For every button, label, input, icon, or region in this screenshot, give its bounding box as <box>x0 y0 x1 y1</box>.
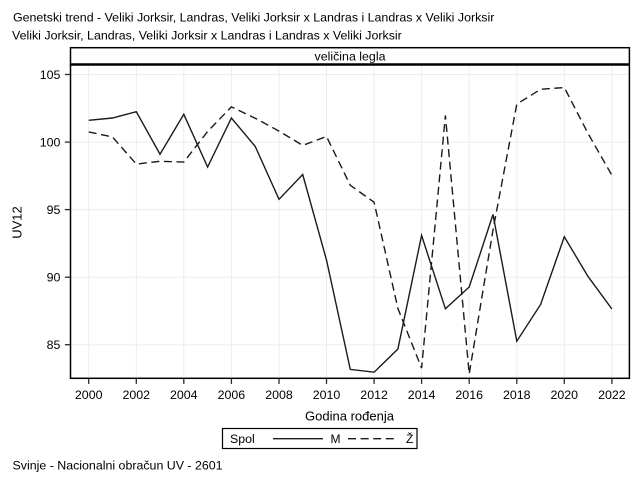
svg-text:2002: 2002 <box>123 388 151 402</box>
svg-text:2000: 2000 <box>75 388 103 402</box>
svg-text:Spol: Spol <box>230 432 255 446</box>
svg-text:M: M <box>331 432 341 446</box>
svg-text:85: 85 <box>47 338 61 352</box>
svg-text:2006: 2006 <box>218 388 246 402</box>
svg-text:95: 95 <box>47 203 61 217</box>
svg-text:90: 90 <box>47 271 61 285</box>
svg-text:2020: 2020 <box>551 388 579 402</box>
svg-text:2022: 2022 <box>598 388 626 402</box>
svg-text:Svinje - Nacionalni obračun UV: Svinje - Nacionalni obračun UV - 2601 <box>13 458 223 472</box>
svg-text:105: 105 <box>40 68 61 82</box>
svg-text:Godina rođenja: Godina rođenja <box>305 409 395 424</box>
svg-text:2004: 2004 <box>170 388 198 402</box>
svg-text:2014: 2014 <box>408 388 436 402</box>
svg-text:2012: 2012 <box>360 388 388 402</box>
svg-text:100: 100 <box>40 135 61 149</box>
svg-text:Veliki Jorksir, Landras, Velik: Veliki Jorksir, Landras, Veliki Jorksir … <box>12 28 402 42</box>
svg-text:veličina legla: veličina legla <box>315 49 386 63</box>
svg-text:2008: 2008 <box>265 388 293 402</box>
svg-text:2010: 2010 <box>313 388 341 402</box>
svg-text:Genetski trend - Veliki Jorksi: Genetski trend - Veliki Jorksir, Landras… <box>13 11 494 25</box>
svg-text:2018: 2018 <box>503 388 531 402</box>
svg-text:UV12: UV12 <box>10 206 25 239</box>
svg-text:Ž: Ž <box>406 431 413 446</box>
svg-text:2016: 2016 <box>455 388 483 402</box>
